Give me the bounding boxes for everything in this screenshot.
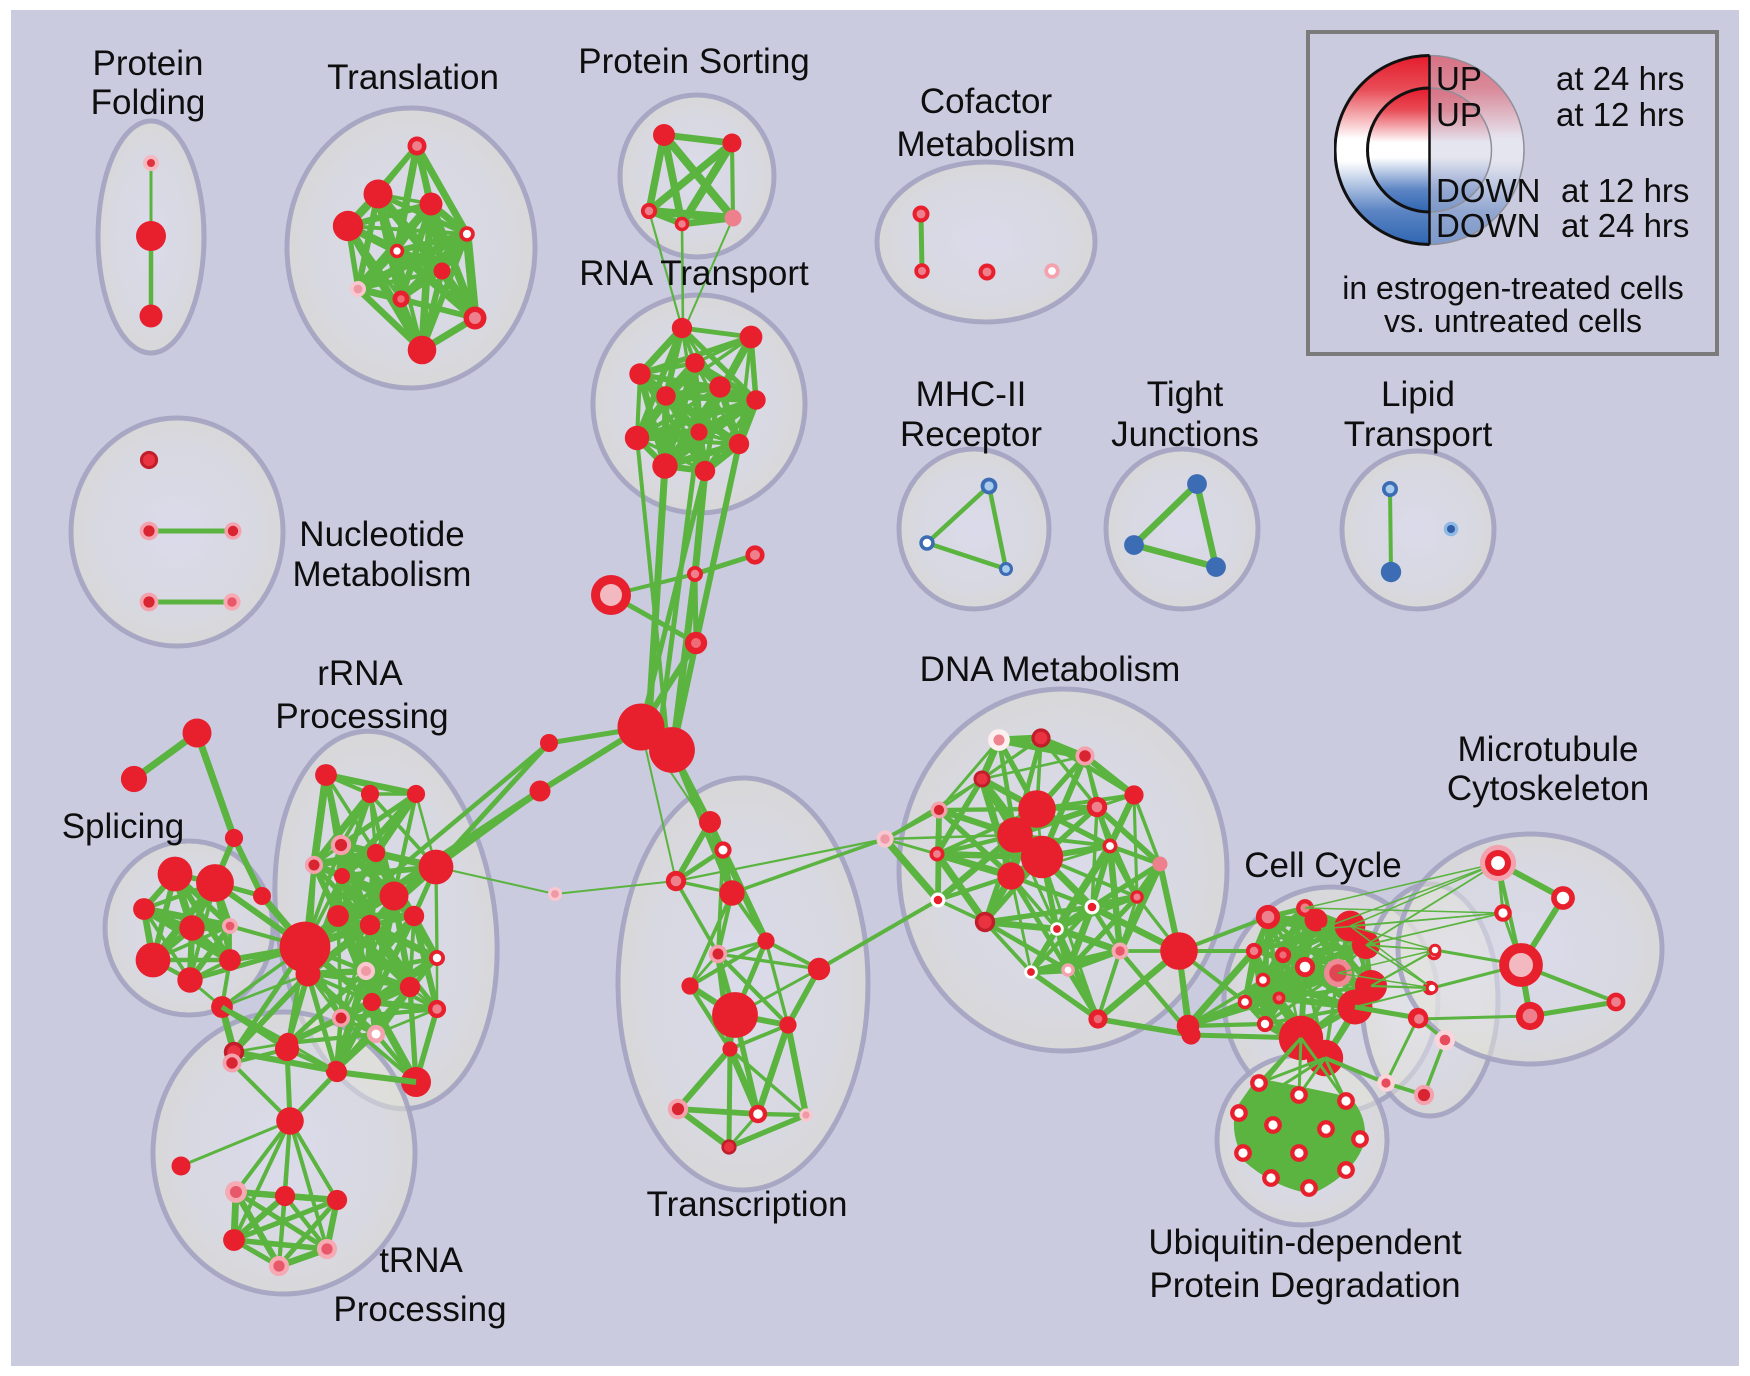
svg-text:Processing: Processing — [333, 1290, 506, 1329]
svg-text:DNA Metabolism: DNA Metabolism — [920, 650, 1181, 689]
svg-text:RNA Transport: RNA Transport — [579, 254, 809, 293]
svg-text:Transcription: Transcription — [647, 1185, 848, 1224]
svg-text:Splicing: Splicing — [62, 807, 185, 846]
svg-text:Junctions: Junctions — [1111, 415, 1259, 454]
svg-text:Protein Degradation: Protein Degradation — [1149, 1266, 1460, 1305]
svg-text:tRNA: tRNA — [379, 1241, 463, 1280]
svg-text:UP: UP — [1436, 60, 1482, 97]
svg-text:MHC-II: MHC-II — [916, 375, 1027, 414]
svg-text:Metabolism: Metabolism — [897, 125, 1076, 164]
svg-text:Receptor: Receptor — [900, 415, 1042, 454]
svg-text:Nucleotide: Nucleotide — [299, 515, 464, 554]
svg-text:Translation: Translation — [327, 58, 499, 97]
svg-text:Cell Cycle: Cell Cycle — [1244, 846, 1402, 885]
svg-text:Cytoskeleton: Cytoskeleton — [1447, 769, 1649, 808]
svg-text:Tight: Tight — [1147, 375, 1224, 414]
svg-text:DOWN: DOWN — [1436, 172, 1540, 209]
svg-text:Microtubule: Microtubule — [1458, 730, 1639, 769]
svg-text:rRNA: rRNA — [317, 654, 403, 693]
svg-text:at 24 hrs: at 24 hrs — [1556, 60, 1684, 97]
svg-text:at 24 hrs: at 24 hrs — [1561, 207, 1689, 244]
svg-text:Folding: Folding — [91, 83, 206, 122]
svg-text:at 12 hrs: at 12 hrs — [1561, 172, 1689, 209]
svg-text:Protein Sorting: Protein Sorting — [578, 42, 810, 81]
svg-text:vs. untreated cells: vs. untreated cells — [1384, 303, 1642, 339]
svg-text:in estrogen-treated cells: in estrogen-treated cells — [1342, 270, 1684, 306]
svg-text:Processing: Processing — [275, 697, 448, 736]
svg-text:UP: UP — [1436, 96, 1482, 133]
svg-text:Protein: Protein — [93, 44, 204, 83]
svg-text:Transport: Transport — [1344, 415, 1493, 454]
svg-text:Metabolism: Metabolism — [293, 555, 472, 594]
svg-text:Cofactor: Cofactor — [920, 82, 1053, 121]
svg-text:DOWN: DOWN — [1436, 207, 1540, 244]
svg-text:at 12 hrs: at 12 hrs — [1556, 96, 1684, 133]
svg-text:Lipid: Lipid — [1381, 375, 1455, 414]
svg-text:Ubiquitin-dependent: Ubiquitin-dependent — [1148, 1223, 1462, 1262]
